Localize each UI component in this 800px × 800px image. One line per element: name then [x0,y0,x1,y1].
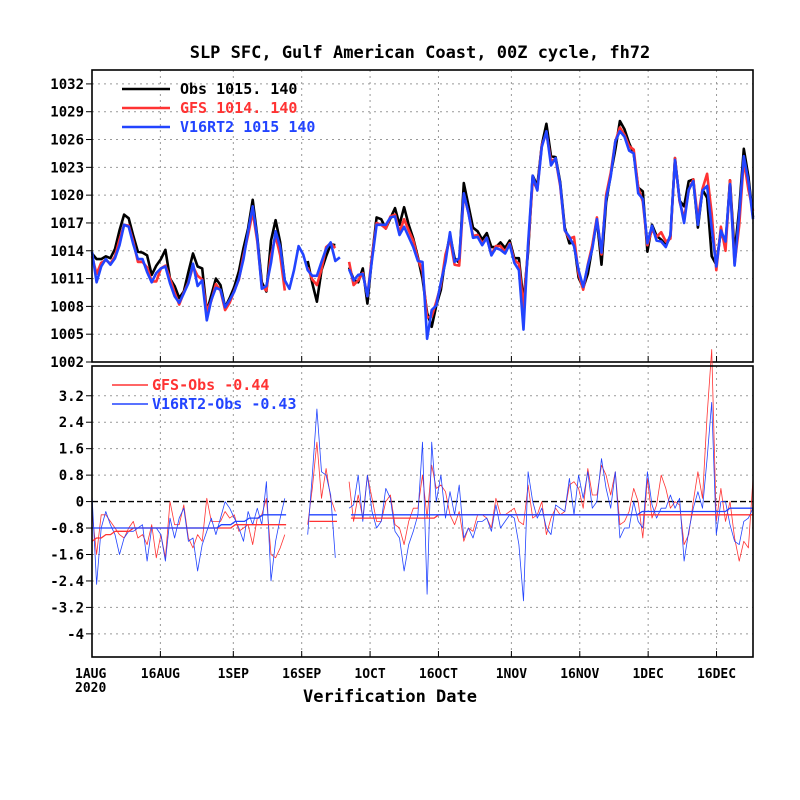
y-tick-label: 0.8 [59,468,84,484]
chart-panels: 1002 1005 1008 1011 1014 1017 1020 1023 1026 1029… [50,69,755,682]
x-tick-labels: 1AUG 16AUG 1SEP 16SEP 1OCT 16OCT 1NOV 16NOV 1DEC… [75,667,736,682]
legend-label: V16RT2-Obs -0.43 [152,395,297,413]
series-line-segment [307,408,336,558]
x-tick-label: 16NOV [560,667,599,682]
y-tick-label: 1014 [50,244,84,260]
series-v16rt2 [90,129,755,341]
y-tick-label: 2.4 [59,415,84,431]
y-tick-label: 1026 [50,133,84,149]
panel-frame [91,365,754,658]
series-line-segment [348,349,754,562]
y-tick-label: -2.4 [50,574,84,590]
x-tick-label: 16AUG [141,667,180,682]
x-tick-year: 2020 [75,681,106,696]
panel-frame [91,69,754,363]
legend-label: GFS-Obs -0.44 [152,376,269,394]
y-tick-label: 3.2 [59,389,84,405]
y-tick-label: 1017 [50,216,84,232]
y-tick-label: 1002 [50,355,84,371]
y-tick-label: -1.6 [50,547,84,563]
panel-top: 1002 1005 1008 1011 1014 1017 1020 1023 1026 1029… [50,69,755,371]
y-tick-label: 1008 [50,299,84,315]
y-tick-label: -3.2 [50,600,84,616]
x-tick-label: 16SEP [282,667,321,682]
x-axis-label: Verification Date [303,687,477,707]
series-line-segment [90,198,287,314]
legend-label: GFS 1014. 140 [180,99,297,117]
y-tick-label: 0 [76,495,84,511]
series-line-segment [350,507,753,516]
y-tick-label: 1.6 [59,442,84,458]
series-line-segment [92,514,287,529]
legend-label: Obs 1015. 140 [180,80,297,98]
y-tick-label: 1029 [50,105,84,121]
y-tick-label: -0.8 [50,521,84,537]
series-line-segment [348,401,754,602]
legend-label: V16RT2 1015 140 [180,118,315,136]
series-line-segment [90,205,341,322]
series-v16rt2-obs-running-mean [92,507,753,529]
y-tick-label: 1005 [50,327,84,343]
x-tick-label: 16DEC [697,667,736,682]
panel-bottom: -4 -3.2 -2.4 -1.6 -0.8 0 0.8 1.6 2.4 3.2 GFS-Obs -… [50,349,754,658]
y-tick-label: -4 [67,627,84,643]
x-tick-label: 16OCT [419,667,458,682]
x-tick-label: 1SEP [218,667,249,682]
y-tick-label: 1023 [50,160,84,176]
x-tick-label: 1DEC [632,667,663,682]
series-line-segment [347,129,755,341]
y-tick-label: 1032 [50,77,84,93]
y-tick-label: 1020 [50,188,84,204]
chart-title: SLP SFC, Gulf American Coast, 00Z cycle,… [190,43,651,63]
x-tick-label: 1AUG [75,667,106,682]
y-tick-label: 1011 [50,272,84,288]
x-tick-label: 1NOV [496,667,527,682]
x-tick-label: 1OCT [354,667,385,682]
